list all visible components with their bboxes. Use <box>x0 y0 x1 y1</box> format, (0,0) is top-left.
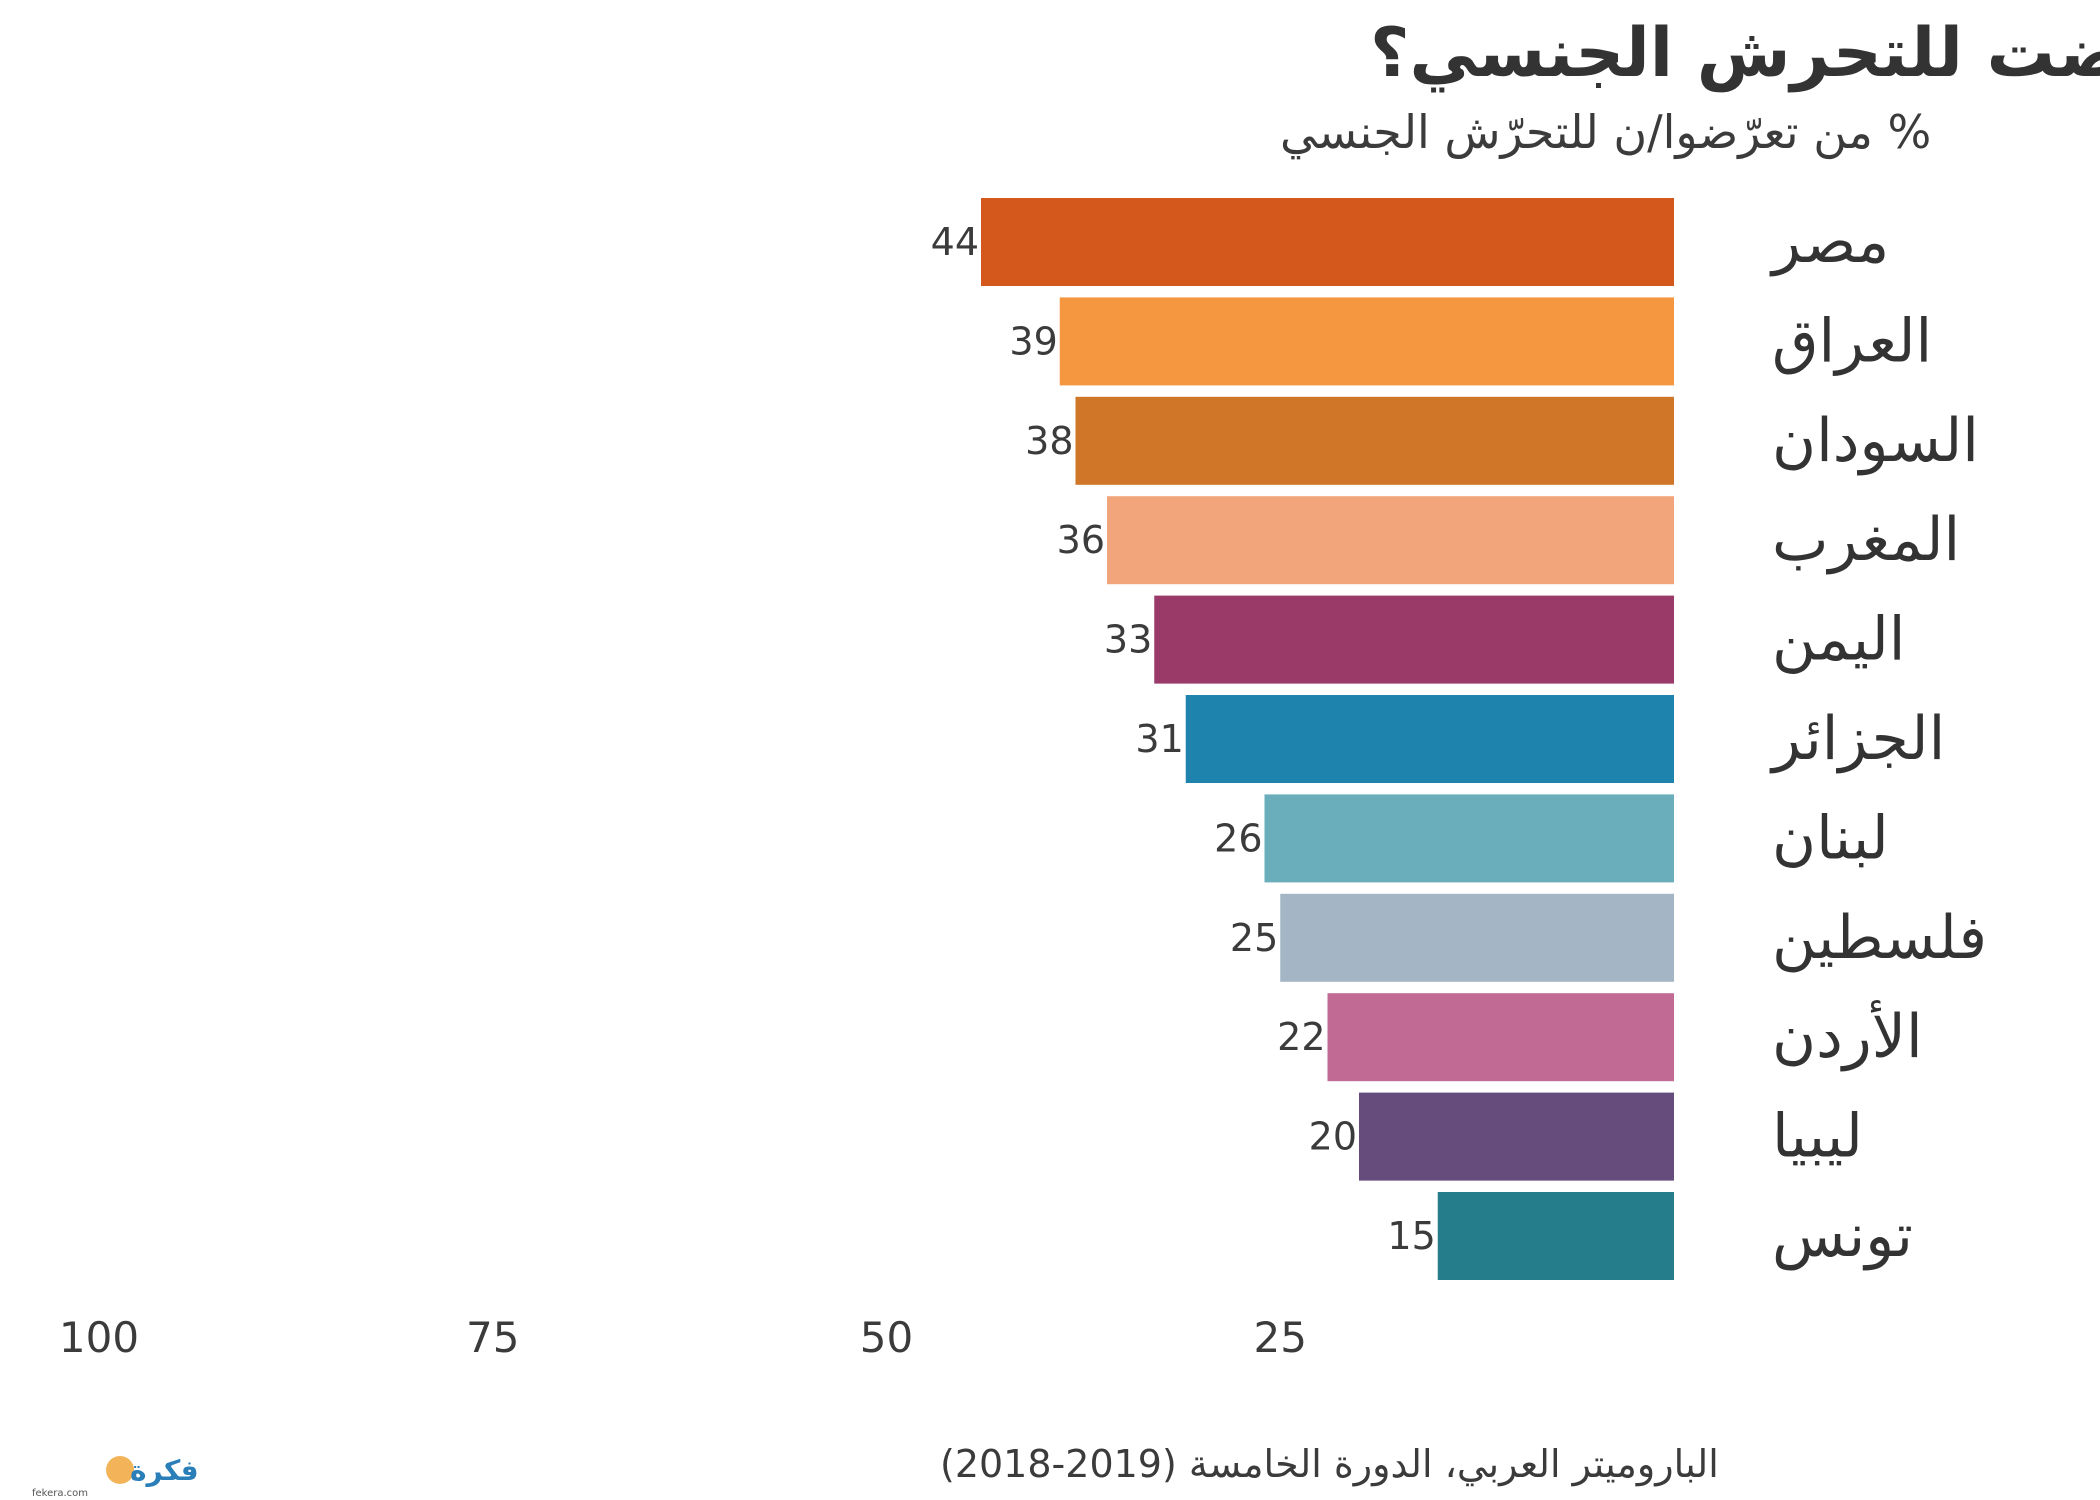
category-labels: مصر العراق السودان المغرب اليمن الجزائر لبنان ف… <box>1769 207 1987 1271</box>
value-labels: 44 39 38 36 33 31 26 25 22 20 15 <box>931 220 1436 1258</box>
bar-value-label: 15 <box>1387 1214 1435 1258</box>
category-label: ليبيا <box>1772 1102 1863 1172</box>
x-tick-label: 75 <box>466 1313 519 1362</box>
bar-value-label: 33 <box>1104 618 1152 662</box>
category-label: لبنان <box>1772 803 1889 873</box>
bar-value-label: 25 <box>1230 916 1278 960</box>
bar-9 <box>1327 993 1674 1082</box>
bar-4 <box>1107 496 1674 585</box>
bar-value-label: 31 <box>1135 717 1183 761</box>
bar-3 <box>1075 396 1674 485</box>
watermark-text: فكرة <box>130 1454 199 1487</box>
x-tick-label: 100 <box>59 1313 139 1362</box>
bar-value-label: 38 <box>1025 419 1073 463</box>
category-label: فلسطين <box>1772 903 1987 973</box>
bar-7 <box>1264 794 1674 883</box>
bar-value-label: 39 <box>1009 319 1057 363</box>
bar-2 <box>1059 297 1674 386</box>
bar-5 <box>1154 595 1674 684</box>
bar-value-label: 36 <box>1057 518 1105 562</box>
x-tick-label: 25 <box>1254 1313 1307 1362</box>
bar-1 <box>981 198 1674 286</box>
bar-11 <box>1437 1192 1674 1280</box>
category-label: السودان <box>1772 406 1979 476</box>
category-label: الأردن <box>1772 1000 1923 1072</box>
bar-value-label: 20 <box>1309 1115 1357 1159</box>
chart-subtitle: % من تعرّضوا/ن للتحرّش الجنسي <box>1280 105 1931 160</box>
chart-title: هل تعرضت للتحرش الجنسي؟ <box>1370 14 2100 93</box>
bar-8 <box>1280 893 1674 982</box>
category-label: مصر <box>1769 207 1889 277</box>
bar-value-label: 22 <box>1277 1015 1325 1059</box>
x-axis-ticks: 100 75 50 25 <box>59 1313 1307 1362</box>
bar-value-label: 26 <box>1214 816 1262 860</box>
category-label: المغرب <box>1772 505 1960 575</box>
watermark-icon <box>106 1456 134 1484</box>
x-tick-label: 50 <box>860 1313 913 1362</box>
category-label: الجزائر <box>1769 704 1945 774</box>
bar-value-label: 44 <box>931 220 979 264</box>
watermark-url: fekera.com <box>32 1488 88 1499</box>
category-label: اليمن <box>1772 605 1905 675</box>
watermark-logo: فكرة fekera.com <box>32 1454 199 1499</box>
bar-10 <box>1359 1092 1674 1181</box>
bars <box>981 198 1674 1280</box>
bar-6 <box>1185 695 1674 783</box>
source-note: الباروميتر العربي، الدورة الخامسة (2019-… <box>940 1442 1719 1487</box>
category-label: تونس <box>1772 1201 1913 1271</box>
category-label: العراق <box>1772 306 1932 376</box>
